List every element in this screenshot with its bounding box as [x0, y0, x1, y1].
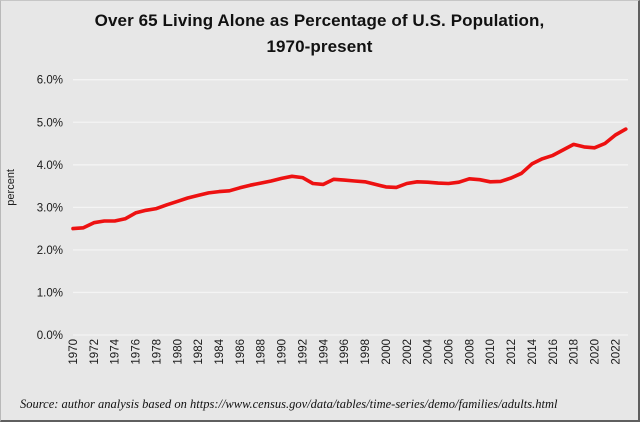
- y-tick-label: 5.0%: [37, 117, 63, 129]
- x-tick-label: 1984: [214, 338, 226, 364]
- x-tick-label: 2002: [402, 339, 414, 365]
- chart-title-line-1: Over 65 Living Alone as Percentage of U.…: [94, 11, 545, 30]
- x-tick-label: 1998: [360, 339, 372, 365]
- chart-title: Over 65 Living Alone as Percentage of U.…: [1, 8, 638, 60]
- x-tick-label: 1970: [68, 339, 80, 365]
- x-tick-label: 2018: [569, 339, 581, 365]
- x-tick-label: 1972: [89, 339, 101, 365]
- x-tick-label: 2008: [464, 339, 476, 365]
- x-tick-label: 2016: [548, 339, 560, 365]
- x-tick-label: 1986: [235, 339, 247, 365]
- x-tick-label: 1988: [256, 339, 268, 365]
- y-tick-label: 2.0%: [37, 245, 63, 257]
- y-tick-label: 6.0%: [37, 75, 63, 87]
- x-tick-label: 1978: [151, 339, 163, 365]
- x-tick-label: 1982: [193, 339, 205, 365]
- source-note: Source: author analysis based on https:/…: [20, 397, 558, 411]
- x-tick-label: 2006: [443, 339, 455, 365]
- x-tick-label: 1992: [297, 339, 309, 365]
- y-tick-label: 3.0%: [37, 202, 63, 214]
- x-tick-label: 2020: [590, 339, 602, 365]
- x-tick-label: 1994: [318, 338, 330, 364]
- x-tick-label: 2022: [610, 339, 622, 365]
- y-tick-label: 1.0%: [37, 287, 63, 299]
- x-tick-label: 2010: [485, 339, 497, 365]
- x-tick-label: 1980: [172, 339, 184, 365]
- chart-title-line-2: 1970-present: [266, 37, 373, 56]
- data-line: [71, 127, 628, 231]
- x-tick-label: 1996: [339, 339, 351, 365]
- x-tick-label: 2012: [506, 339, 518, 365]
- x-tick-label: 1976: [131, 339, 143, 365]
- x-tick-label: 2004: [423, 338, 435, 364]
- x-tick-label: 2014: [527, 338, 539, 364]
- x-tick-label: 1974: [110, 338, 122, 364]
- x-tick-label: 1990: [277, 339, 289, 365]
- y-tick-label: 4.0%: [37, 160, 63, 172]
- y-tick-label: 0.0%: [37, 330, 63, 342]
- x-tick-label: 2000: [381, 339, 393, 365]
